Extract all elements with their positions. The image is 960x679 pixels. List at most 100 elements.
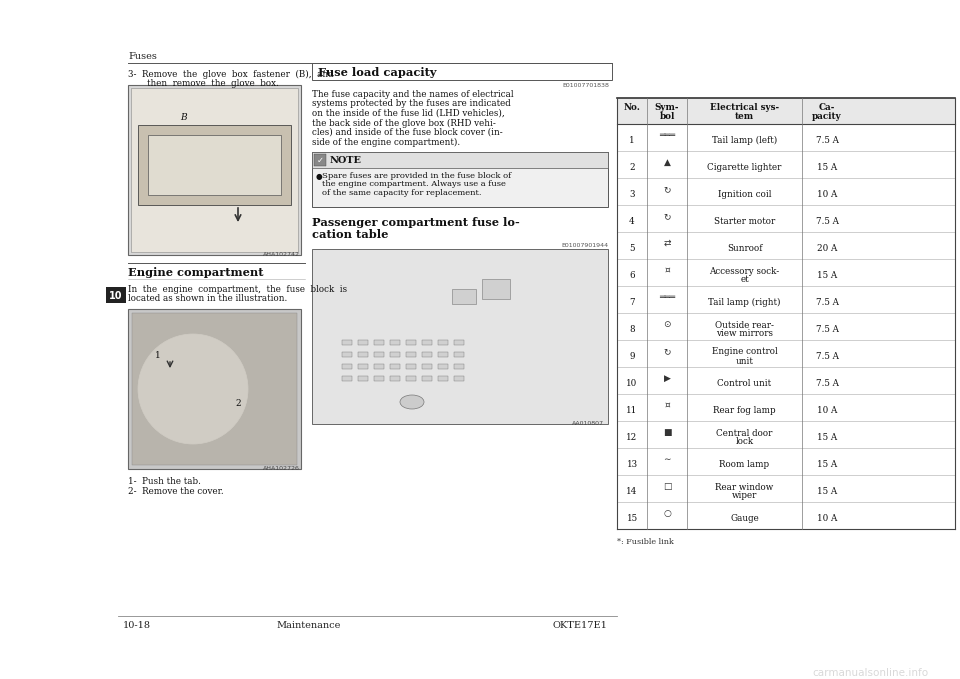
- Text: Central door: Central door: [716, 428, 773, 437]
- Text: 2: 2: [235, 399, 241, 408]
- Text: 15 A: 15 A: [817, 487, 837, 496]
- Bar: [454, 340, 464, 345]
- Bar: [342, 340, 352, 345]
- Bar: [374, 352, 384, 357]
- Text: Maintenance: Maintenance: [276, 621, 341, 630]
- Text: Control unit: Control unit: [717, 379, 772, 388]
- Bar: [454, 376, 464, 381]
- Text: ↻: ↻: [663, 212, 671, 221]
- Bar: [312, 152, 608, 168]
- Bar: [422, 340, 432, 345]
- Bar: [374, 364, 384, 369]
- Bar: [422, 376, 432, 381]
- Text: Tail lamp (left): Tail lamp (left): [712, 136, 778, 145]
- Text: bol: bol: [660, 112, 675, 121]
- Text: ■: ■: [662, 428, 671, 437]
- Bar: [138, 125, 291, 205]
- Text: Engine compartment: Engine compartment: [128, 267, 263, 278]
- Text: 10-18: 10-18: [123, 621, 151, 630]
- Bar: [438, 340, 448, 345]
- Text: 12: 12: [626, 433, 637, 442]
- Text: 15: 15: [627, 514, 637, 523]
- Text: 15 A: 15 A: [817, 433, 837, 442]
- Bar: [358, 340, 368, 345]
- Text: Sym-: Sym-: [655, 103, 680, 112]
- Text: OKTE17E1: OKTE17E1: [552, 621, 607, 630]
- Text: NOTE: NOTE: [330, 156, 362, 165]
- Text: 7.5 A: 7.5 A: [815, 352, 838, 361]
- Bar: [617, 98, 955, 124]
- Text: Ignition coil: Ignition coil: [718, 190, 771, 199]
- Bar: [617, 448, 955, 475]
- Bar: [374, 376, 384, 381]
- Text: □: □: [662, 482, 671, 491]
- Text: 6: 6: [629, 271, 635, 280]
- Text: AHA102742: AHA102742: [263, 252, 300, 257]
- Text: carmanualsonline.info: carmanualsonline.info: [812, 668, 928, 678]
- Text: Outside rear-: Outside rear-: [715, 320, 774, 329]
- Text: tem: tem: [735, 112, 754, 121]
- Text: ✓: ✓: [317, 155, 324, 164]
- Bar: [358, 364, 368, 369]
- Bar: [406, 364, 416, 369]
- Bar: [358, 376, 368, 381]
- Text: 7.5 A: 7.5 A: [815, 217, 838, 226]
- Text: 14: 14: [626, 487, 637, 496]
- Text: 7.5 A: 7.5 A: [815, 379, 838, 388]
- Text: In  the  engine  compartment,  the  fuse  block  is: In the engine compartment, the fuse bloc…: [128, 285, 348, 294]
- Text: cles) and inside of the fuse block cover (in-: cles) and inside of the fuse block cover…: [312, 128, 503, 137]
- Text: Rear fog lamp: Rear fog lamp: [713, 406, 776, 415]
- Bar: [438, 376, 448, 381]
- Text: 15 A: 15 A: [817, 163, 837, 172]
- Text: ¤: ¤: [664, 266, 670, 275]
- Text: ▶: ▶: [663, 374, 670, 383]
- Text: E01007701838: E01007701838: [563, 83, 609, 88]
- Text: 1: 1: [629, 136, 635, 145]
- Text: Starter motor: Starter motor: [714, 217, 775, 226]
- Bar: [314, 154, 326, 166]
- Ellipse shape: [400, 395, 424, 409]
- Text: the back side of the glove box (RHD vehi-: the back side of the glove box (RHD vehi…: [312, 119, 496, 128]
- Text: the engine compartment. Always use a fuse: the engine compartment. Always use a fus…: [322, 181, 506, 189]
- Text: 3-  Remove  the  glove  box  fastener  (B),  and: 3- Remove the glove box fastener (B), an…: [128, 70, 334, 79]
- Text: The fuse capacity and the names of electrical: The fuse capacity and the names of elect…: [312, 90, 514, 99]
- Text: 2-  Remove the cover.: 2- Remove the cover.: [128, 487, 224, 496]
- Text: 5: 5: [629, 244, 635, 253]
- Text: Room lamp: Room lamp: [719, 460, 770, 469]
- Text: Fuse load capacity: Fuse load capacity: [318, 67, 437, 78]
- Bar: [422, 364, 432, 369]
- Text: systems protected by the fuses are indicated: systems protected by the fuses are indic…: [312, 100, 511, 109]
- Text: AHA102726: AHA102726: [263, 466, 300, 471]
- Text: Tail lamp (right): Tail lamp (right): [708, 298, 780, 307]
- Bar: [617, 178, 955, 205]
- Text: lock: lock: [735, 437, 754, 447]
- Text: side of the engine compartment).: side of the engine compartment).: [312, 138, 460, 147]
- Bar: [482, 279, 510, 299]
- Text: ●: ●: [316, 172, 323, 181]
- Bar: [422, 352, 432, 357]
- Bar: [342, 376, 352, 381]
- Text: 7.5 A: 7.5 A: [815, 298, 838, 307]
- Bar: [617, 286, 955, 313]
- Bar: [312, 63, 612, 80]
- Bar: [617, 340, 955, 367]
- Text: Rear window: Rear window: [715, 483, 774, 492]
- Text: of the same capacity for replacement.: of the same capacity for replacement.: [322, 189, 482, 197]
- Text: ═══: ═══: [659, 293, 675, 302]
- Text: unit: unit: [735, 356, 754, 365]
- Text: Passenger compartment fuse lo-: Passenger compartment fuse lo-: [312, 217, 519, 228]
- Bar: [617, 421, 955, 448]
- Text: cation table: cation table: [312, 229, 389, 240]
- Bar: [342, 364, 352, 369]
- Bar: [312, 249, 608, 424]
- Text: 10: 10: [109, 291, 123, 301]
- Text: view mirrors: view mirrors: [716, 329, 773, 339]
- Bar: [406, 340, 416, 345]
- Text: E01007901944: E01007901944: [562, 243, 609, 248]
- Bar: [131, 88, 298, 252]
- Bar: [374, 340, 384, 345]
- Bar: [128, 85, 301, 255]
- Text: then  remove  the  glove  box.: then remove the glove box.: [136, 79, 278, 88]
- Bar: [390, 364, 400, 369]
- Text: 1: 1: [156, 351, 161, 360]
